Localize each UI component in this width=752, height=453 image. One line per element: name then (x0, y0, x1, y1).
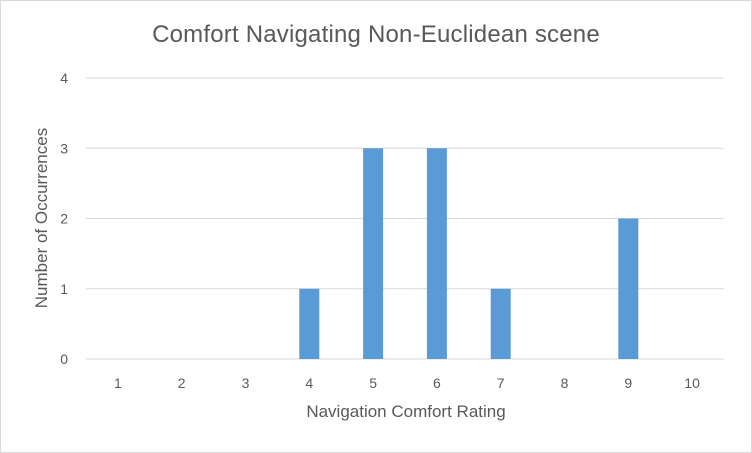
x-tick-label: 2 (178, 375, 186, 391)
bar-4 (299, 288, 320, 359)
x-tick-label: 5 (369, 375, 377, 391)
bar-5 (363, 148, 384, 359)
x-tick-label: 8 (561, 375, 569, 391)
x-tick-label: 1 (114, 375, 122, 391)
gridlines (86, 77, 724, 360)
x-tick-label: 9 (624, 375, 632, 391)
y-tick-label: 1 (60, 281, 68, 297)
y-tick-label: 0 (60, 351, 68, 367)
x-tick-label: 7 (497, 375, 505, 391)
y-tick-labels: 0 1 2 3 4 (60, 70, 68, 367)
bar-6 (426, 148, 447, 359)
y-tick-label: 4 (60, 70, 68, 86)
bar-9 (618, 218, 639, 359)
y-tick-label: 3 (60, 140, 68, 156)
y-tick-label: 2 (60, 211, 68, 227)
x-axis-label: Navigation Comfort Rating (306, 402, 506, 421)
bar-7 (490, 288, 511, 359)
x-tick-label: 6 (433, 375, 441, 391)
x-tick-label: 10 (684, 375, 700, 391)
bars (299, 148, 639, 359)
x-tick-label: 3 (242, 375, 250, 391)
x-tick-label: 4 (305, 375, 313, 391)
chart-title: Comfort Navigating Non-Euclidean scene (152, 21, 600, 48)
x-tick-labels: 1 2 3 4 5 6 7 8 9 10 (114, 375, 700, 391)
